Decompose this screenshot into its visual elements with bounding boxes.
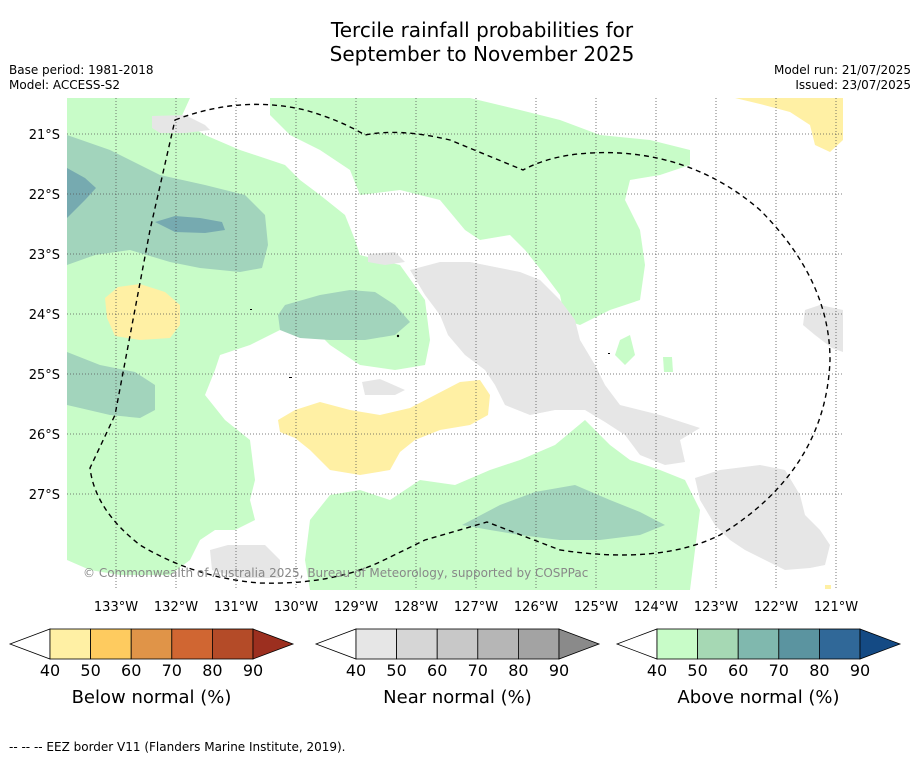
copyright-text: © Commonwealth of Australia 2025, Bureau…	[83, 566, 588, 580]
lat-label: 23°S	[29, 248, 60, 263]
lon-label: 130°W	[274, 600, 318, 615]
colorbar-segment	[355, 628, 397, 660]
colorbar-tick-label: 90	[549, 661, 569, 680]
colorbar-tick-label: 70	[162, 661, 182, 680]
colorbar-tick-label: 80	[508, 661, 528, 680]
colorbar-title: Above normal (%)	[677, 687, 839, 708]
lon-label: 121°W	[814, 600, 858, 615]
colorbar-over-triangle	[558, 628, 601, 660]
colorbar-tick-label: 70	[468, 661, 488, 680]
meta-right: Model run: 21/07/2025 Issued: 23/07/2025	[774, 63, 911, 93]
colorbar-segment	[778, 628, 820, 660]
colorbar-tick-label: 80	[809, 661, 829, 680]
lon-label: 122°W	[754, 600, 798, 615]
model-name: Model: ACCESS-S2	[9, 78, 121, 92]
colorbar-segment	[819, 628, 861, 660]
colorbar-segment	[171, 628, 213, 660]
probability-field: © Commonwealth of Australia 2025, Bureau…	[67, 98, 843, 590]
below-normal-40-50-areas	[105, 98, 843, 589]
above-normal-colorbar: 40 50 60 70 80 90 Above normal (%)	[615, 628, 902, 708]
colorbar-tick-label: 90	[243, 661, 263, 680]
colorbars: 40 50 60 70 80 90 Below normal (%) 40 50 60 70 80 90…	[8, 628, 902, 708]
lon-label: 131°W	[214, 600, 258, 615]
longitude-labels: 133°W 132°W 131°W 130°W 129°W 128°W 127°…	[94, 600, 858, 615]
lat-label: 21°S	[29, 128, 60, 143]
colorbar-tick-label: 70	[769, 661, 789, 680]
colorbar-segment	[396, 628, 438, 660]
colorbar-over-triangle	[252, 628, 295, 660]
title-line-2: September to November 2025	[329, 42, 635, 66]
lat-label: 25°S	[29, 368, 60, 383]
colorbar-tick-label: 50	[687, 661, 707, 680]
lon-label: 129°W	[334, 600, 378, 615]
model-run: Model run: 21/07/2025	[773, 63, 911, 77]
colorbar-tick-label: 90	[850, 661, 870, 680]
meta-left: Base period: 1981-2018 Model: ACCESS-S2	[9, 63, 154, 93]
colorbar-tick-label: 40	[40, 661, 60, 680]
graticule	[67, 98, 843, 590]
title-line-1: Tercile rainfall probabilities for	[330, 18, 634, 42]
colorbar-over-triangle	[859, 628, 902, 660]
colorbar-segment	[130, 628, 173, 660]
lon-label: 133°W	[94, 600, 138, 615]
colorbar-tick-label: 50	[80, 661, 100, 680]
colorbar-segment	[211, 628, 254, 660]
lon-label: 128°W	[394, 600, 438, 615]
lat-label: 22°S	[29, 188, 60, 203]
colorbar-title: Near normal (%)	[383, 687, 532, 708]
lat-label: 26°S	[29, 428, 60, 443]
lon-label: 132°W	[154, 600, 198, 615]
colorbar-tick-label: 40	[346, 661, 366, 680]
lon-label: 124°W	[634, 600, 678, 615]
colorbar-under-triangle	[615, 628, 658, 660]
eez-legend-note: -- -- -- EEZ border V11 (Flanders Marine…	[9, 740, 346, 754]
colorbar-tick-label: 60	[121, 661, 141, 680]
latitude-labels: 21°S 22°S 23°S 24°S 25°S 26°S 27°S	[29, 128, 60, 503]
near-normal-40-50-areas	[152, 115, 843, 578]
colorbar-tick-label: 50	[386, 661, 406, 680]
issued-date: Issued: 23/07/2025	[795, 78, 911, 92]
lon-label: 125°W	[574, 600, 618, 615]
colorbar-tick-label: 80	[202, 661, 222, 680]
above-normal-60-70-areas	[67, 168, 225, 233]
colorbar-segment	[656, 628, 698, 660]
colorbar-segment	[737, 628, 780, 660]
islands	[250, 309, 610, 378]
colorbar-tick-label: 40	[647, 661, 667, 680]
lon-label: 126°W	[514, 600, 558, 615]
colorbar-tick-label: 60	[728, 661, 748, 680]
colorbar-segment	[49, 628, 91, 660]
colorbar-segment	[436, 628, 479, 660]
colorbar-tick-label: 60	[427, 661, 447, 680]
lat-label: 27°S	[29, 488, 60, 503]
lat-label: 24°S	[29, 308, 60, 323]
colorbar-segment	[697, 628, 739, 660]
colorbar-title: Below normal (%)	[72, 687, 232, 708]
colorbar-under-triangle	[8, 628, 51, 660]
colorbar-segment	[518, 628, 560, 660]
colorbar-under-triangle	[314, 628, 357, 660]
lon-label: 127°W	[454, 600, 498, 615]
base-period: Base period: 1981-2018	[9, 63, 154, 77]
above-normal-50-60-areas	[67, 135, 665, 540]
colorbar-segment	[90, 628, 132, 660]
map-title: Tercile rainfall probabilities for Septe…	[0, 18, 919, 66]
lon-label: 123°W	[694, 600, 738, 615]
below-normal-colorbar: 40 50 60 70 80 90 Below normal (%)	[8, 628, 295, 708]
near-normal-colorbar: 40 50 60 70 80 90 Near normal (%)	[314, 628, 601, 708]
colorbar-segment	[477, 628, 519, 660]
